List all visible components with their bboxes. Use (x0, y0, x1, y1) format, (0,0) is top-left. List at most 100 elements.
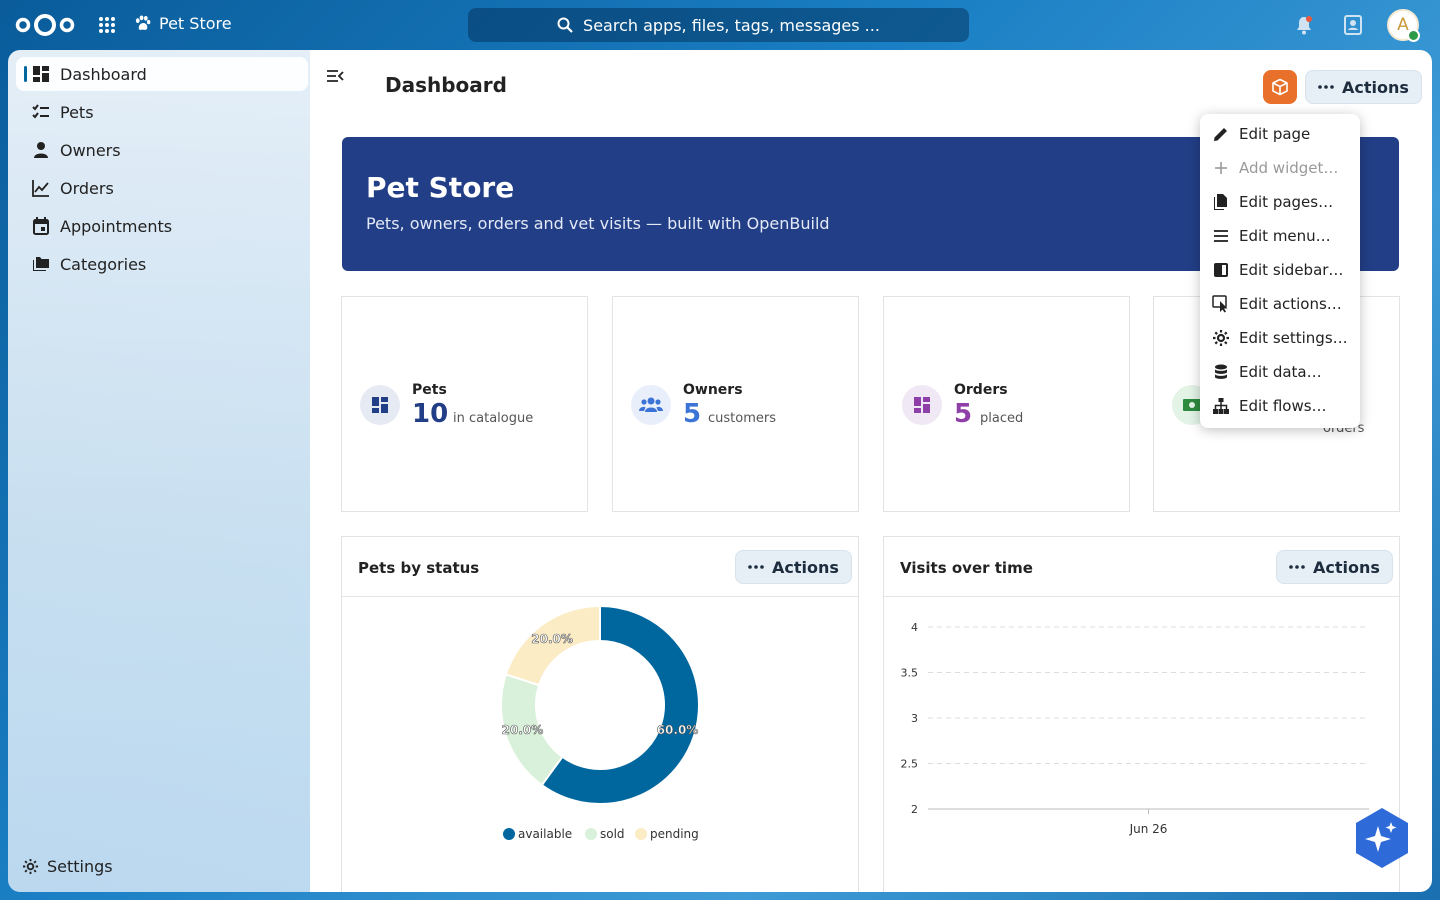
sidebar-item-orders[interactable]: Orders (16, 171, 308, 205)
sidebar-item-pets[interactable]: Pets (16, 95, 308, 129)
checklist-icon (32, 104, 49, 119)
menu-icon (1214, 230, 1228, 242)
menu-item-edit-actions[interactable]: Edit actions… (1200, 287, 1360, 321)
pie-slice-pending[interactable] (504, 604, 601, 687)
menu-item-edit-pages[interactable]: Edit pages… (1200, 185, 1360, 219)
visits-line-chart: 2 2.5 3 3.5 4 Jun 26 (901, 621, 1369, 836)
y-tick-label: 3 (911, 712, 918, 725)
sidebar-item-label: Appointments (60, 216, 173, 236)
menu-item-label: Edit pages… (1239, 193, 1334, 211)
menu-item-edit-menu[interactable]: Edit menu… (1200, 219, 1360, 253)
assistant-sparkle-button[interactable] (1356, 808, 1408, 868)
panel-header: Visits over time Actions (884, 537, 1399, 597)
app-grid-icon[interactable] (98, 16, 116, 34)
stat-sub: in catalogue (453, 411, 534, 426)
more-dots-icon (1289, 565, 1305, 569)
menu-item-label: Edit settings… (1239, 329, 1348, 347)
nextcloud-logo-icon[interactable] (14, 12, 76, 38)
sitemap-icon (1213, 398, 1229, 414)
stat-value: 5 (683, 399, 702, 429)
actions-label: Actions (772, 557, 839, 577)
app-sidebar: Dashboard Pets Owners Orders Appointment… (8, 50, 310, 892)
legend-label: sold (600, 827, 625, 841)
stat-sub: customers (708, 411, 776, 426)
pie-slice-label: 20.0% (531, 632, 573, 646)
y-tick-label: 3.5 (901, 667, 919, 680)
plus-icon (1215, 162, 1227, 174)
legend-swatch (635, 828, 647, 840)
hero-subtitle: Pets, owners, orders and vet visits — bu… (366, 214, 830, 233)
actions-dropdown-menu: Edit page Add widget… Edit pages… Edit m… (1200, 114, 1360, 428)
cash-icon (1183, 399, 1201, 411)
page-actions-button[interactable]: Actions (1305, 70, 1422, 104)
panel-visits-over-time: Visits over time Actions 2 2.5 3 3.5 4 Jun 26 (883, 536, 1400, 892)
stat-label: Orders (954, 382, 1008, 398)
legend-label: available (518, 827, 572, 841)
notifications-bell-icon[interactable] (1293, 14, 1315, 36)
menu-item-edit-settings[interactable]: Edit settings… (1200, 321, 1360, 355)
menu-item-edit-flows[interactable]: Edit flows… (1200, 389, 1360, 423)
search-icon (557, 17, 573, 33)
page-title: Dashboard (385, 73, 507, 97)
openbuild-button[interactable] (1263, 70, 1297, 104)
paw-icon (135, 15, 151, 30)
sidebar-item-label: Orders (60, 178, 114, 198)
sidebar-item-owners[interactable]: Owners (16, 133, 308, 167)
unified-search-input[interactable]: Search apps, files, tags, messages ... (468, 8, 969, 42)
panel-header: Pets by status Actions (342, 537, 858, 597)
gear-icon (22, 858, 39, 875)
menu-item-edit-data[interactable]: Edit data… (1200, 355, 1360, 389)
panel-pets-by-status: Pets by status Actions 60.0% 20.0% 20.0% av… (341, 536, 859, 892)
pets-status-donut-chart: 60.0% 20.0% 20.0% available sold pending (500, 604, 700, 841)
sidebar-item-categories[interactable]: Categories (16, 247, 308, 281)
menu-item-label: Edit sidebar… (1239, 261, 1344, 279)
stat-label: Owners (683, 382, 743, 398)
menu-item-label: Edit data… (1239, 363, 1322, 381)
dashboard-icon (372, 397, 388, 413)
menu-item-edit-sidebar[interactable]: Edit sidebar… (1200, 253, 1360, 287)
stat-sub: placed (980, 411, 1024, 426)
pie-slice-label: 60.0% (657, 723, 699, 737)
menu-item-label: Add widget… (1239, 159, 1339, 177)
menu-item-edit-page[interactable]: Edit page (1200, 117, 1360, 151)
panel-actions-button[interactable]: Actions (735, 550, 852, 584)
menu-item-add-widget: Add widget… (1200, 151, 1360, 185)
x-tick-label: Jun 26 (1129, 822, 1168, 836)
contacts-icon[interactable] (1342, 14, 1364, 36)
file-icon (1214, 194, 1227, 210)
avatar-initial: A (1397, 15, 1409, 35)
stat-card-orders: Orders 5 placed (883, 296, 1130, 512)
actions-label: Actions (1313, 557, 1380, 577)
sidebar-icon (1214, 263, 1228, 277)
folders-icon (33, 257, 49, 271)
more-dots-icon (1318, 85, 1334, 89)
calendar-icon (33, 217, 49, 235)
sidebar-item-appointments[interactable]: Appointments (16, 209, 308, 243)
sidebar-settings[interactable]: Settings (22, 857, 113, 876)
panel-title: Pets by status (358, 559, 480, 577)
pencil-icon (1214, 128, 1227, 141)
y-tick-label: 4 (911, 621, 918, 634)
stat-icon-bg (360, 385, 400, 425)
sidebar-item-dashboard[interactable]: Dashboard (16, 57, 308, 91)
main-content: Dashboard Actions Pet Store Pets, owners… (310, 50, 1432, 892)
menu-item-label: Edit page (1239, 125, 1311, 143)
panel-title: Visits over time (900, 559, 1033, 577)
pie-slice-available[interactable] (540, 604, 700, 805)
sidebar-toggle-icon[interactable] (326, 67, 344, 85)
sidebar-item-label: Pets (60, 102, 94, 122)
app-name-link[interactable]: Pet Store (134, 14, 232, 33)
stat-card-owners: Owners 5 customers (612, 296, 859, 512)
search-placeholder: Search apps, files, tags, messages ... (583, 15, 880, 35)
gear-icon (1213, 330, 1229, 346)
stat-card-pets: Pets 10 in catalogue (341, 296, 588, 512)
panel-actions-button[interactable]: Actions (1276, 550, 1393, 584)
y-tick-label: 2 (911, 803, 918, 816)
menu-item-label: Edit menu… (1239, 227, 1331, 245)
menu-item-label: Edit flows… (1239, 397, 1327, 415)
sidebar-item-label: Categories (60, 254, 147, 274)
user-avatar[interactable]: A (1387, 9, 1420, 42)
legend-label: pending (650, 827, 699, 841)
cube-icon (1272, 78, 1288, 96)
y-tick-label: 2.5 (901, 758, 919, 771)
